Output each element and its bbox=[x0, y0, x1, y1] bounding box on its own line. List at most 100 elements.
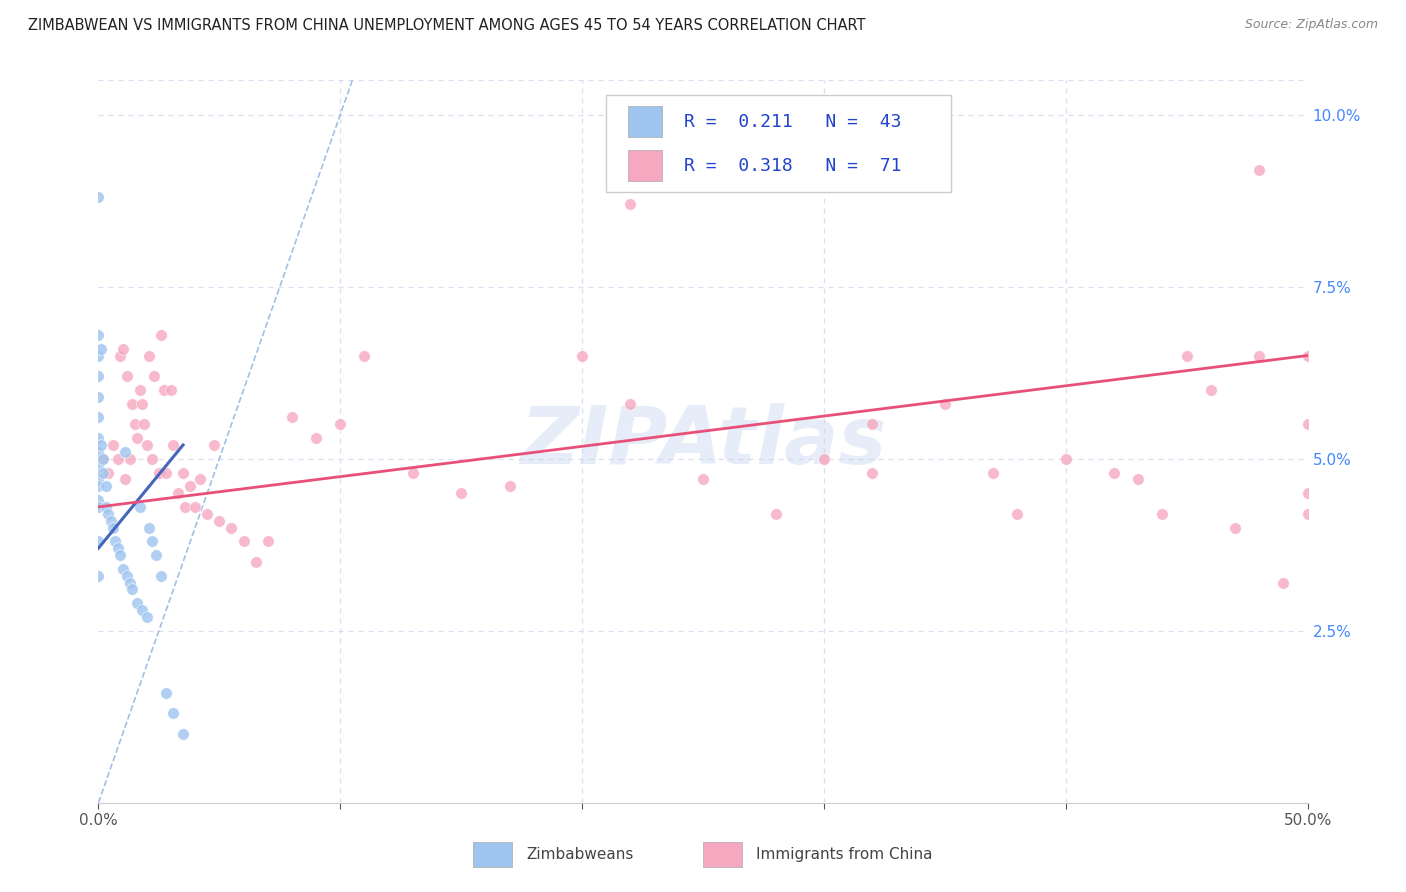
Point bbox=[108, 349, 131, 363]
Point bbox=[128, 500, 150, 514]
Point bbox=[1152, 507, 1174, 521]
Point bbox=[87, 500, 110, 514]
Point bbox=[111, 562, 134, 576]
Point bbox=[1223, 520, 1246, 534]
Point bbox=[94, 500, 117, 514]
Point bbox=[127, 596, 149, 610]
Point bbox=[91, 451, 114, 466]
Point bbox=[232, 534, 254, 549]
Point bbox=[619, 197, 641, 211]
Point bbox=[1175, 349, 1198, 363]
Point bbox=[353, 349, 375, 363]
Point bbox=[131, 603, 153, 617]
Point bbox=[143, 369, 166, 384]
Point bbox=[107, 451, 129, 466]
Point bbox=[141, 534, 163, 549]
Point bbox=[108, 548, 131, 562]
Point bbox=[91, 451, 114, 466]
Point bbox=[87, 410, 110, 425]
Point bbox=[1296, 417, 1319, 432]
Point bbox=[692, 472, 714, 486]
Point bbox=[87, 568, 110, 582]
Point bbox=[498, 479, 520, 493]
Text: Immigrants from China: Immigrants from China bbox=[756, 847, 932, 863]
FancyBboxPatch shape bbox=[474, 842, 512, 867]
Point bbox=[87, 472, 110, 486]
Point bbox=[87, 493, 110, 508]
Point bbox=[141, 451, 163, 466]
Point bbox=[87, 458, 110, 473]
Point bbox=[90, 438, 112, 452]
Point bbox=[860, 417, 883, 432]
Point bbox=[138, 349, 160, 363]
Point bbox=[121, 397, 143, 411]
FancyBboxPatch shape bbox=[703, 842, 742, 867]
Point bbox=[172, 727, 194, 741]
Point bbox=[87, 445, 110, 459]
Point bbox=[124, 417, 146, 432]
Point bbox=[1054, 451, 1077, 466]
Point bbox=[97, 507, 120, 521]
Point bbox=[179, 479, 201, 493]
Point bbox=[101, 438, 124, 452]
Point bbox=[167, 486, 190, 500]
Point bbox=[87, 349, 110, 363]
Point bbox=[117, 369, 139, 384]
Point bbox=[145, 548, 167, 562]
Point bbox=[1102, 466, 1125, 480]
Point bbox=[104, 534, 127, 549]
Point bbox=[195, 507, 218, 521]
Point bbox=[87, 479, 110, 493]
Point bbox=[131, 397, 153, 411]
Point bbox=[571, 349, 593, 363]
Point bbox=[402, 466, 425, 480]
Point bbox=[107, 541, 129, 556]
Point bbox=[1296, 507, 1319, 521]
Point bbox=[121, 582, 143, 597]
Point bbox=[114, 472, 136, 486]
Point bbox=[450, 486, 472, 500]
Point bbox=[138, 520, 160, 534]
Point bbox=[97, 466, 120, 480]
Point bbox=[934, 397, 956, 411]
Point bbox=[256, 534, 278, 549]
Point bbox=[101, 520, 124, 534]
Point bbox=[152, 383, 174, 397]
Point bbox=[135, 438, 157, 452]
Point bbox=[134, 417, 156, 432]
Point bbox=[860, 466, 883, 480]
Text: Zimbabweans: Zimbabweans bbox=[526, 847, 634, 863]
Point bbox=[329, 417, 352, 432]
Point bbox=[981, 466, 1004, 480]
Point bbox=[87, 327, 110, 342]
Point bbox=[1249, 162, 1271, 177]
Point bbox=[150, 568, 173, 582]
Point bbox=[87, 390, 110, 404]
Point bbox=[128, 383, 150, 397]
Text: R =  0.318   N =  71: R = 0.318 N = 71 bbox=[683, 157, 901, 175]
Point bbox=[127, 431, 149, 445]
Point bbox=[934, 156, 956, 170]
Point bbox=[111, 342, 134, 356]
Point bbox=[90, 342, 112, 356]
Point bbox=[1128, 472, 1150, 486]
Point bbox=[150, 327, 173, 342]
Point bbox=[184, 500, 207, 514]
Point bbox=[87, 431, 110, 445]
Point bbox=[155, 466, 177, 480]
Point bbox=[1272, 575, 1295, 590]
Point bbox=[118, 451, 141, 466]
FancyBboxPatch shape bbox=[628, 106, 662, 137]
Point bbox=[1296, 349, 1319, 363]
Point bbox=[160, 383, 183, 397]
Point bbox=[135, 610, 157, 624]
Point bbox=[619, 397, 641, 411]
Text: ZIMBABWEAN VS IMMIGRANTS FROM CHINA UNEMPLOYMENT AMONG AGES 45 TO 54 YEARS CORRE: ZIMBABWEAN VS IMMIGRANTS FROM CHINA UNEM… bbox=[28, 18, 866, 33]
Point bbox=[94, 479, 117, 493]
Point bbox=[162, 438, 184, 452]
Point bbox=[204, 438, 226, 452]
Point bbox=[765, 507, 787, 521]
Text: ZIPAtlas: ZIPAtlas bbox=[520, 402, 886, 481]
Point bbox=[1199, 383, 1222, 397]
Point bbox=[245, 555, 267, 569]
